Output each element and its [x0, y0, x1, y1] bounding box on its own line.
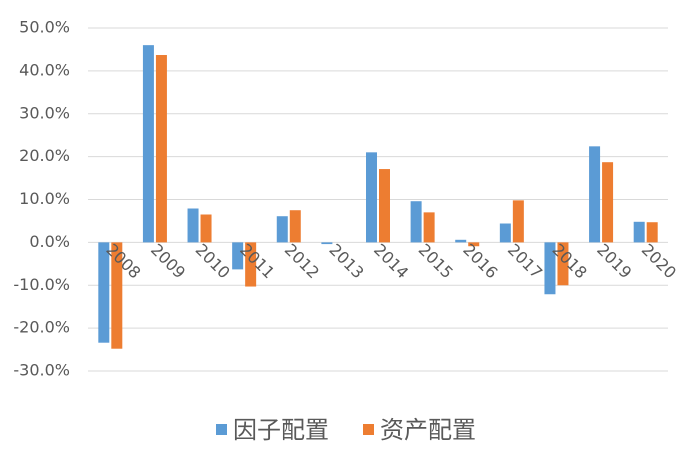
bar — [512, 200, 524, 243]
legend-swatch — [216, 424, 227, 435]
bar — [187, 208, 199, 243]
bar — [245, 242, 257, 287]
bar — [98, 242, 110, 343]
x-tick-label: 2013 — [325, 240, 367, 282]
bar — [602, 162, 614, 243]
y-tick-label: 30.0% — [19, 103, 70, 122]
bar — [589, 146, 601, 243]
y-tick-label: -30.0% — [13, 361, 70, 380]
x-tick-label: 2009 — [147, 240, 189, 282]
bar — [410, 201, 422, 243]
bar — [379, 169, 390, 243]
bar — [232, 242, 244, 270]
y-tick-label: 0.0% — [29, 232, 70, 251]
x-tick-label: 2016 — [459, 240, 501, 282]
bar — [321, 242, 333, 245]
bar — [155, 55, 167, 243]
bar — [423, 212, 435, 243]
bar — [200, 214, 212, 243]
bar — [499, 223, 511, 243]
y-tick-label: 10.0% — [19, 189, 70, 208]
bar — [366, 152, 377, 243]
y-tick-label: 20.0% — [19, 146, 70, 165]
bar — [646, 222, 658, 243]
bar — [289, 210, 301, 243]
x-tick-label: 2019 — [593, 240, 635, 282]
bar — [544, 242, 556, 295]
bar — [142, 45, 154, 243]
x-tick-label: 2012 — [281, 240, 323, 282]
x-tick-label: 2020 — [638, 240, 680, 282]
legend-swatch — [363, 424, 374, 435]
x-tick-label: 2014 — [370, 240, 412, 282]
bar — [276, 216, 288, 243]
legend-label: 资产配置 — [380, 416, 476, 444]
x-tick-label: 2010 — [192, 240, 234, 282]
y-tick-label: -20.0% — [13, 318, 70, 337]
y-tick-label: 40.0% — [19, 60, 70, 79]
bar — [633, 221, 645, 243]
y-tick-label: -10.0% — [13, 275, 70, 294]
x-tick-label: 2015 — [415, 240, 457, 282]
x-tick-label: 2017 — [504, 240, 546, 282]
bar — [468, 242, 480, 247]
legend-label: 因子配置 — [233, 416, 329, 444]
bar — [111, 242, 123, 349]
y-tick-label: 50.0% — [19, 18, 70, 37]
bar — [455, 239, 467, 243]
bar — [557, 242, 569, 286]
